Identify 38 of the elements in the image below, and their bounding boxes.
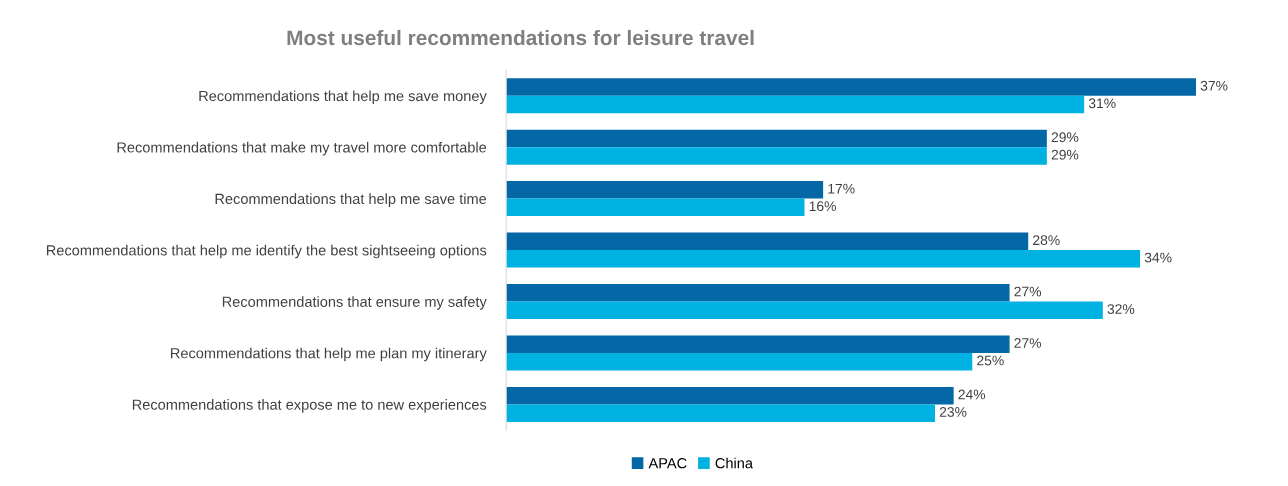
data-label: 27% <box>1014 338 1042 348</box>
bar <box>506 301 1103 319</box>
y-tick-label: Recommendations that help me save time <box>215 193 487 207</box>
data-label: 34% <box>1144 252 1172 263</box>
data-label: 31% <box>1088 98 1116 109</box>
bar <box>506 129 1047 148</box>
bar <box>506 404 935 422</box>
data-label: 17% <box>828 183 855 194</box>
bar <box>506 198 805 217</box>
data-label: 32% <box>1107 304 1135 314</box>
data-label: 27% <box>1014 286 1042 297</box>
bar <box>506 386 954 405</box>
bar <box>506 95 1085 114</box>
y-tick-label: Recommendations that help me save money <box>199 90 487 105</box>
bar <box>506 335 1010 353</box>
data-label: 29% <box>1051 132 1079 143</box>
data-label: 16% <box>809 201 836 212</box>
bar <box>506 147 1047 165</box>
data-label: 28% <box>1033 235 1060 246</box>
bar <box>506 78 1197 96</box>
data-label: 24% <box>958 389 986 400</box>
y-tick-label: Recommendations that expose me to new experiences <box>132 399 487 413</box>
y-tick-label: Recommendations that help me plan my itinerary <box>171 347 487 362</box>
bar <box>506 352 973 371</box>
bar <box>506 232 1029 251</box>
data-label: 37% <box>1200 80 1228 91</box>
bar <box>506 284 1010 302</box>
y-tick-label: Recommendations that make my travel more comfortable <box>117 141 487 156</box>
legend-label: China <box>715 457 753 469</box>
legend-label: APAC <box>648 458 687 469</box>
bar <box>506 250 1141 268</box>
y-tick-label: Recommendations that help me identify the best sightseeing options <box>46 244 487 259</box>
chart-title: Most useful recommendations for leisure travel <box>287 29 754 46</box>
data-label: 29% <box>1051 149 1079 160</box>
bar <box>506 181 824 199</box>
data-label: 25% <box>977 355 1004 366</box>
data-label: 23% <box>939 407 967 417</box>
y-tick-label: Recommendations that ensure my safety <box>222 296 487 310</box>
